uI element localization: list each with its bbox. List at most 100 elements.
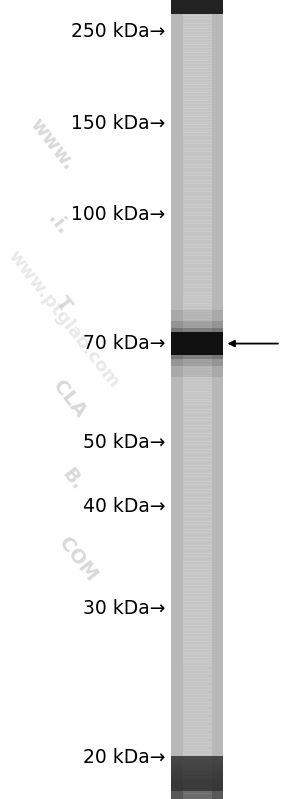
Bar xyxy=(171,609,223,613)
Bar xyxy=(183,95,212,98)
Bar xyxy=(171,700,223,703)
Bar xyxy=(171,308,223,312)
Bar xyxy=(183,401,212,405)
Text: 30 kDa→: 30 kDa→ xyxy=(83,599,166,618)
Bar xyxy=(171,756,223,759)
Bar xyxy=(171,359,223,362)
Bar xyxy=(183,644,212,647)
Bar xyxy=(183,252,212,256)
Bar xyxy=(183,231,212,234)
Bar xyxy=(183,540,212,543)
Bar xyxy=(171,476,223,479)
Bar xyxy=(183,93,212,96)
Bar xyxy=(171,447,223,450)
Bar xyxy=(183,764,212,767)
Bar xyxy=(183,614,212,618)
Bar xyxy=(183,734,212,737)
Bar xyxy=(171,620,223,623)
Bar xyxy=(171,311,223,314)
Bar xyxy=(171,201,223,205)
Bar xyxy=(171,137,223,141)
Bar xyxy=(171,61,223,64)
Bar xyxy=(183,732,212,735)
Bar xyxy=(171,556,223,559)
Bar xyxy=(171,74,223,78)
Bar xyxy=(183,175,212,178)
Bar xyxy=(171,657,223,661)
Bar xyxy=(183,385,212,389)
Bar xyxy=(183,750,212,753)
Bar xyxy=(183,193,212,197)
Bar xyxy=(183,23,212,26)
Bar xyxy=(183,337,212,341)
Bar xyxy=(183,604,212,607)
Text: 250 kDa→: 250 kDa→ xyxy=(71,22,166,42)
Bar xyxy=(171,601,223,605)
Bar xyxy=(183,105,212,109)
Bar xyxy=(183,321,212,325)
Bar xyxy=(171,103,223,106)
Bar xyxy=(183,423,212,426)
Bar xyxy=(183,97,212,101)
Bar xyxy=(183,710,212,714)
Bar xyxy=(183,53,212,56)
Bar xyxy=(171,692,223,695)
Bar xyxy=(171,119,223,122)
Bar xyxy=(183,630,212,634)
Bar xyxy=(183,340,212,344)
Bar xyxy=(183,444,212,447)
Bar xyxy=(171,782,223,785)
Bar xyxy=(171,153,223,157)
Bar xyxy=(171,101,223,104)
Bar xyxy=(183,241,212,245)
Bar xyxy=(171,183,223,186)
Bar xyxy=(171,63,223,66)
Bar xyxy=(183,431,212,434)
Bar xyxy=(183,311,212,314)
Bar xyxy=(171,505,223,509)
Bar xyxy=(171,369,223,373)
Bar xyxy=(183,0,212,2)
Bar xyxy=(183,153,212,157)
Bar xyxy=(183,455,212,458)
Bar xyxy=(183,10,212,14)
Bar xyxy=(183,87,212,90)
Bar xyxy=(171,407,223,410)
Bar xyxy=(183,665,212,669)
Bar xyxy=(183,181,212,184)
Bar xyxy=(183,678,212,682)
Bar xyxy=(171,145,223,149)
Bar xyxy=(183,125,212,128)
Bar xyxy=(171,428,223,431)
Bar xyxy=(171,135,223,138)
Bar xyxy=(171,540,223,543)
Bar xyxy=(171,244,223,248)
Bar xyxy=(183,169,212,173)
Bar xyxy=(171,127,223,130)
Bar xyxy=(183,173,212,176)
Bar xyxy=(183,375,212,378)
Bar xyxy=(171,628,223,631)
Bar xyxy=(183,47,212,50)
Bar xyxy=(171,356,223,360)
Bar xyxy=(171,404,223,407)
Bar xyxy=(171,213,223,216)
Bar xyxy=(183,313,212,317)
Bar xyxy=(171,15,223,18)
Bar xyxy=(171,199,223,202)
Bar xyxy=(171,279,223,282)
Bar xyxy=(183,276,212,280)
Bar xyxy=(183,492,212,495)
Bar xyxy=(171,686,223,690)
Bar xyxy=(171,572,223,575)
Bar xyxy=(171,10,223,14)
Bar xyxy=(171,167,223,170)
Bar xyxy=(171,652,223,655)
Bar xyxy=(171,585,223,589)
Bar xyxy=(183,135,212,138)
Bar xyxy=(171,348,223,352)
Bar xyxy=(183,412,212,415)
Bar xyxy=(183,681,212,685)
Bar xyxy=(183,287,212,290)
Bar xyxy=(171,237,223,240)
